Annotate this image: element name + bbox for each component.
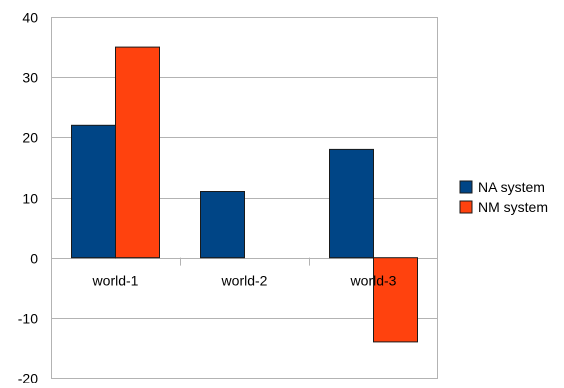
category-label-world-1: world-1 [92,273,139,289]
bar-nm-system-world-1 [115,46,160,259]
bar-na-system-world-2 [200,191,245,259]
legend-label-na-system: NA system [478,179,545,195]
y-tick-label: -20 [18,371,38,384]
bar-na-system-world-1 [71,124,116,259]
y-tick-label: 10 [22,191,38,207]
y-tick-label: 30 [22,70,38,86]
y-tick-label: -10 [18,311,38,327]
legend-label-nm-system: NM system [478,199,548,215]
category-label-world-2: world-2 [221,273,268,289]
legend-swatch-nm-system [459,200,473,214]
bar-na-system-world-3 [329,148,374,259]
legend-swatch-na-system [459,180,473,194]
bars [71,46,418,343]
category-label-world-3: world-3 [350,273,397,289]
y-tick-labels: -20 -10 0 10 20 30 40 [18,10,38,387]
bar-nm-system-world-3 [373,257,418,343]
y-tick-label: 0 [30,251,38,267]
legend: NA system NM system [459,179,548,215]
y-tick-label: 20 [22,130,38,146]
y-tick-label: 40 [22,10,38,26]
category-labels: world-1 world-2 world-3 [92,273,397,289]
